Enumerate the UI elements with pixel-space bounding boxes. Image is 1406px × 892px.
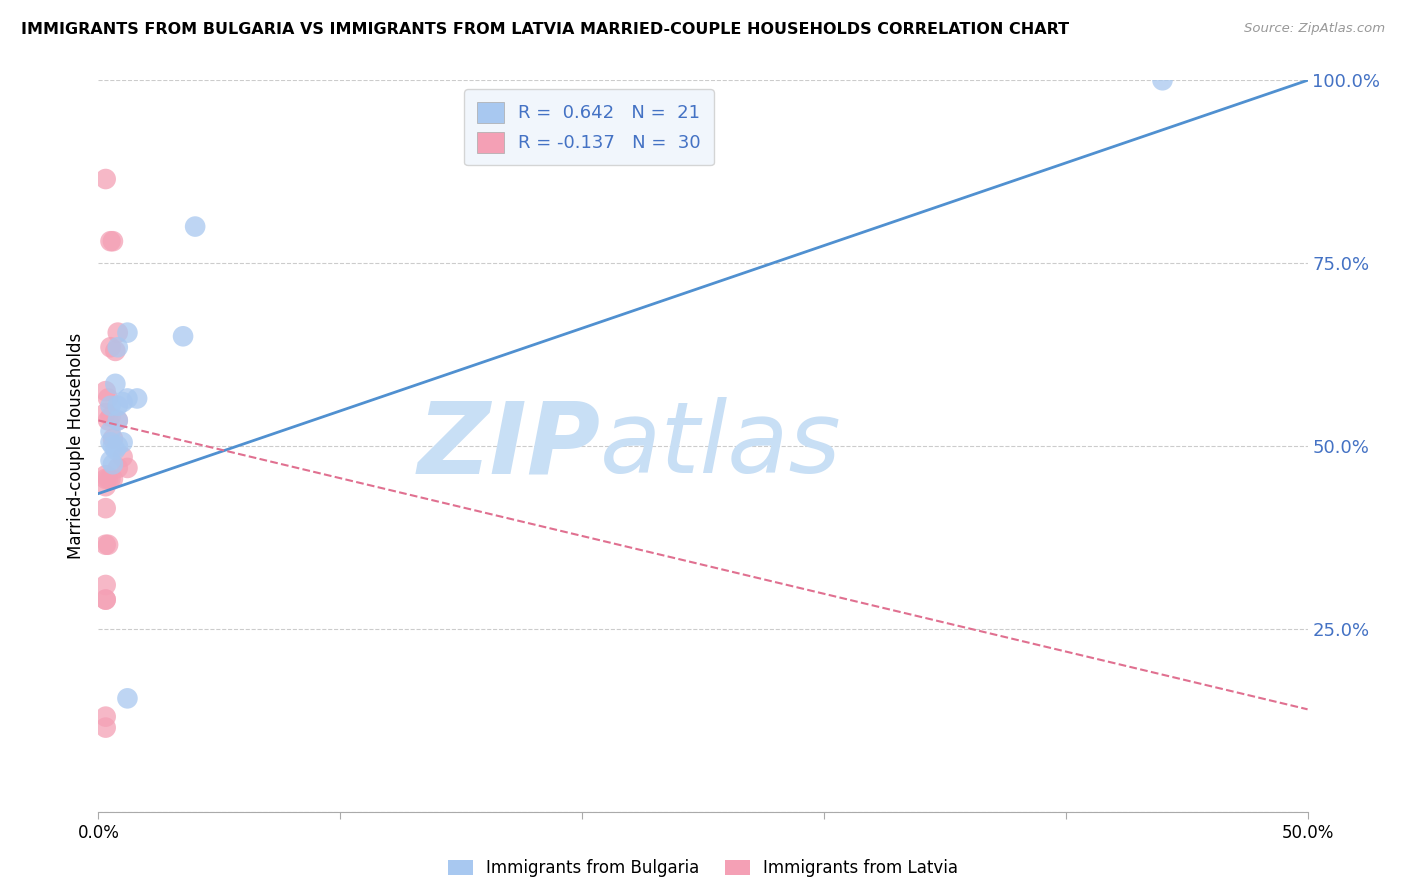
Point [101,432,124,446]
Point [117,326,139,340]
Point [100,472,122,486]
Point [117,461,139,475]
Point [127,392,149,406]
Point [184,219,207,234]
Point [172,329,194,343]
Point [107,413,129,427]
Point [100,453,122,467]
Point [104,376,127,391]
Point [94,172,117,186]
Point [111,435,134,450]
Point [94,709,117,723]
Point [94,472,117,486]
Point [117,691,139,706]
Point [94,721,117,735]
Legend: Immigrants from Bulgaria, Immigrants from Latvia: Immigrants from Bulgaria, Immigrants fro… [441,853,965,884]
Point [111,395,134,409]
Point [97,413,120,427]
Point [104,343,127,358]
Point [94,592,117,607]
Point [107,461,129,475]
Point [107,326,129,340]
Point [107,399,129,413]
Text: atlas: atlas [600,398,842,494]
Text: Source: ZipAtlas.com: Source: ZipAtlas.com [1244,22,1385,36]
Point [100,340,122,354]
Point [97,392,120,406]
Text: ZIP: ZIP [418,398,600,494]
Point [111,450,134,464]
Point [100,425,122,439]
Point [94,592,117,607]
Y-axis label: Married-couple Households: Married-couple Households [66,333,84,559]
Point [94,406,117,420]
Point [94,501,117,516]
Text: IMMIGRANTS FROM BULGARIA VS IMMIGRANTS FROM LATVIA MARRIED-COUPLE HOUSEHOLDS COR: IMMIGRANTS FROM BULGARIA VS IMMIGRANTS F… [21,22,1069,37]
Point [101,472,124,486]
Point [1152,73,1174,87]
Point [100,234,122,248]
Point [94,578,117,592]
Point [100,409,122,424]
Point [101,439,124,453]
Point [97,538,120,552]
Point [100,435,122,450]
Point [104,442,127,457]
Point [117,392,139,406]
Point [94,538,117,552]
Point [107,340,129,354]
Point [101,457,124,471]
Point [97,472,120,486]
Point [94,468,117,483]
Point [94,479,117,493]
Point [94,384,117,399]
Point [101,234,124,248]
Point [107,413,129,427]
Point [107,439,129,453]
Point [100,399,122,413]
